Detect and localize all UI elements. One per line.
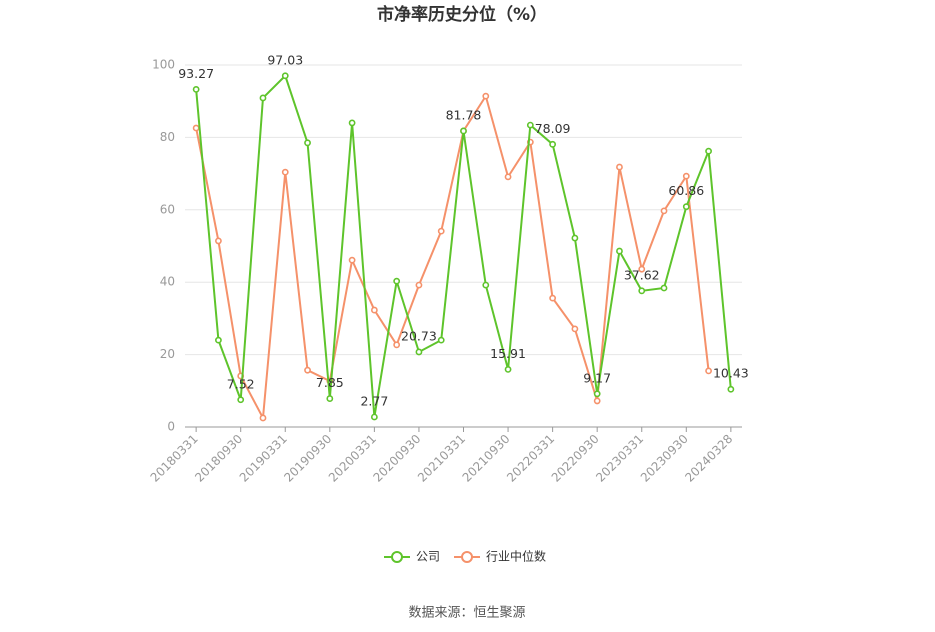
legend-marker (391, 551, 403, 563)
data-label: 93.27 (178, 66, 214, 81)
legend-marker (461, 551, 474, 563)
data-point (705, 147, 712, 155)
data-point (192, 85, 200, 93)
y-tick-label: 100 (152, 58, 175, 72)
data-point (482, 281, 490, 289)
data-point (593, 397, 601, 405)
data-point (393, 277, 401, 285)
data-label: 60.86 (668, 183, 704, 198)
data-point (304, 366, 311, 374)
data-point (660, 284, 668, 292)
legend-item[interactable]: 行业中位数 (454, 549, 546, 564)
data-point (705, 367, 712, 375)
data-point (393, 341, 401, 349)
data-label: 9.17 (583, 370, 611, 385)
data-label: 15.91 (490, 346, 526, 361)
y-tick-label: 40 (160, 275, 175, 289)
data-point (326, 395, 334, 402)
series-line (195, 93, 710, 422)
y-tick-label: 20 (160, 347, 175, 361)
data-label: 78.09 (535, 121, 571, 136)
data-point (482, 92, 490, 100)
data-point (370, 306, 378, 314)
data-point (660, 207, 668, 215)
data-point (526, 121, 534, 129)
data-point (415, 348, 423, 356)
y-tick-label: 80 (160, 130, 175, 144)
data-point (215, 336, 222, 344)
data-point (348, 256, 356, 264)
data-point (370, 413, 378, 421)
data-point (549, 140, 557, 148)
data-point (437, 227, 445, 235)
x-tick-label: 20240328 (682, 432, 735, 485)
data-label: 7.52 (227, 376, 255, 391)
legend-label: 公司 (416, 550, 440, 564)
source-note: 数据来源：恒生聚源 (408, 606, 525, 621)
chart-title: 市净率历史分位（%） (377, 4, 547, 25)
data-point (348, 119, 356, 127)
data-point (237, 396, 245, 404)
legend-item[interactable]: 公司 (384, 550, 440, 564)
data-point (727, 385, 735, 393)
data-label: 81.78 (446, 107, 482, 122)
data-point (460, 127, 467, 135)
data-label: 2.77 (360, 393, 388, 408)
data-point (259, 414, 267, 422)
y-tick-label: 0 (167, 420, 175, 434)
data-point (259, 94, 267, 102)
data-point (571, 234, 579, 242)
data-point (304, 139, 311, 147)
data-point (437, 336, 445, 344)
y-tick-label: 60 (160, 202, 175, 216)
data-point (192, 124, 200, 132)
data-point (616, 163, 623, 171)
data-point (281, 168, 289, 176)
data-point (571, 325, 579, 333)
data-point (549, 294, 557, 302)
data-point (638, 287, 646, 295)
data-label: 7.85 (316, 375, 344, 390)
data-point (682, 172, 690, 180)
data-point (281, 72, 289, 80)
data-label: 20.73 (401, 328, 437, 343)
legend-label: 行业中位数 (486, 549, 546, 564)
data-point (415, 281, 423, 289)
data-point (682, 203, 690, 211)
data-point (215, 237, 222, 245)
data-point (504, 173, 512, 181)
data-label: 37.62 (624, 267, 660, 282)
data-point (504, 366, 512, 373)
data-label: 10.43 (713, 366, 749, 381)
data-label: 97.03 (267, 52, 303, 67)
data-point (616, 247, 623, 255)
data-point (593, 390, 601, 398)
data-point (638, 265, 646, 273)
